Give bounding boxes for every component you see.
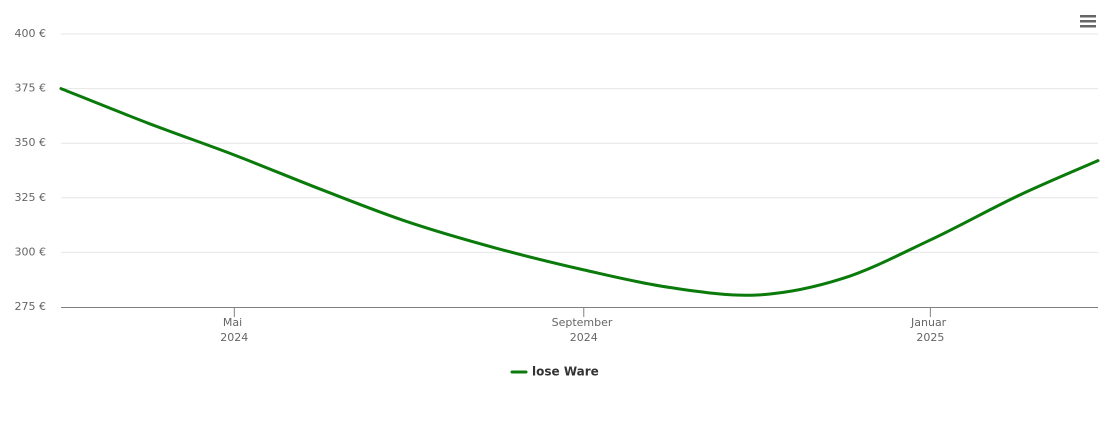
menu-bar	[1080, 25, 1096, 28]
y-tick-label: 375 €	[15, 82, 47, 95]
y-tick-label: 325 €	[15, 191, 47, 204]
x-tick-label: Januar 2025	[910, 316, 950, 344]
y-tick-label: 400 €	[15, 27, 47, 40]
menu-bar	[1080, 20, 1096, 23]
legend-item[interactable]: lose Ware	[510, 365, 599, 379]
menu-icon[interactable]	[1080, 15, 1096, 28]
line-series	[59, 87, 1100, 297]
y-tick-label: 275 €	[15, 300, 47, 313]
legend-label: lose Ware	[532, 365, 599, 379]
y-tick-label: 300 €	[15, 245, 47, 258]
x-tick-label: Mai 2024	[220, 316, 248, 344]
menu-bar	[1080, 15, 1096, 18]
x-tick-label: September 2024	[552, 316, 616, 344]
y-tick-label: 350 €	[15, 136, 47, 149]
